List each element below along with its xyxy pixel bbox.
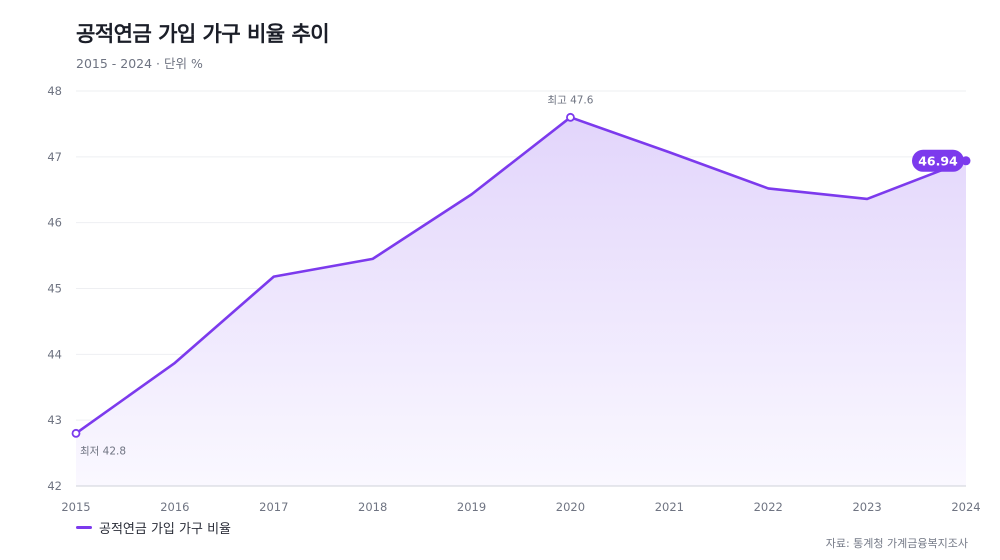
x-tick-label: 2016 — [160, 500, 189, 514]
chart-subtitle: 2015 - 2024 · 단위 % — [76, 56, 203, 71]
min-point-marker — [71, 428, 81, 438]
max-point-marker — [566, 112, 575, 122]
x-tick-label: 2024 — [951, 500, 980, 514]
x-tick-label: 2018 — [358, 500, 387, 514]
y-tick-label: 47 — [47, 150, 62, 164]
series-line — [74, 116, 968, 435]
y-tick-label: 44 — [47, 347, 62, 361]
x-tick-label: 2020 — [556, 500, 585, 514]
last-value-badge — [912, 149, 964, 172]
y-tick-label: 48 — [47, 84, 62, 98]
last-value-label: 46.94 — [918, 153, 958, 168]
y-tick-label: 46 — [47, 216, 62, 230]
max-annotation: 최고 47.6 — [547, 94, 593, 106]
y-tick-label: 43 — [47, 413, 62, 427]
x-tick-label: 2023 — [852, 500, 881, 514]
x-tick-label: 2019 — [457, 500, 486, 514]
legend-swatch — [76, 526, 92, 529]
y-tick-label: 45 — [47, 282, 62, 296]
x-tick-label: 2015 — [61, 500, 90, 514]
chart-title: 공적연금 가입 가구 비율 추이 — [76, 22, 330, 46]
source-note: 자료: 통계청 가계금융복지조사 — [825, 537, 968, 550]
legend-label: 공적연금 가입 가구 비율 — [99, 522, 231, 537]
legend: 공적연금 가입 가구 비율 — [76, 518, 231, 537]
x-tick-label: 2022 — [754, 500, 783, 514]
y-tick-label: 42 — [47, 479, 62, 493]
x-tick-label: 2017 — [259, 500, 288, 514]
x-tick-label: 2021 — [655, 500, 684, 514]
min-annotation: 최저 42.8 — [80, 445, 126, 457]
area-fill — [76, 117, 966, 486]
